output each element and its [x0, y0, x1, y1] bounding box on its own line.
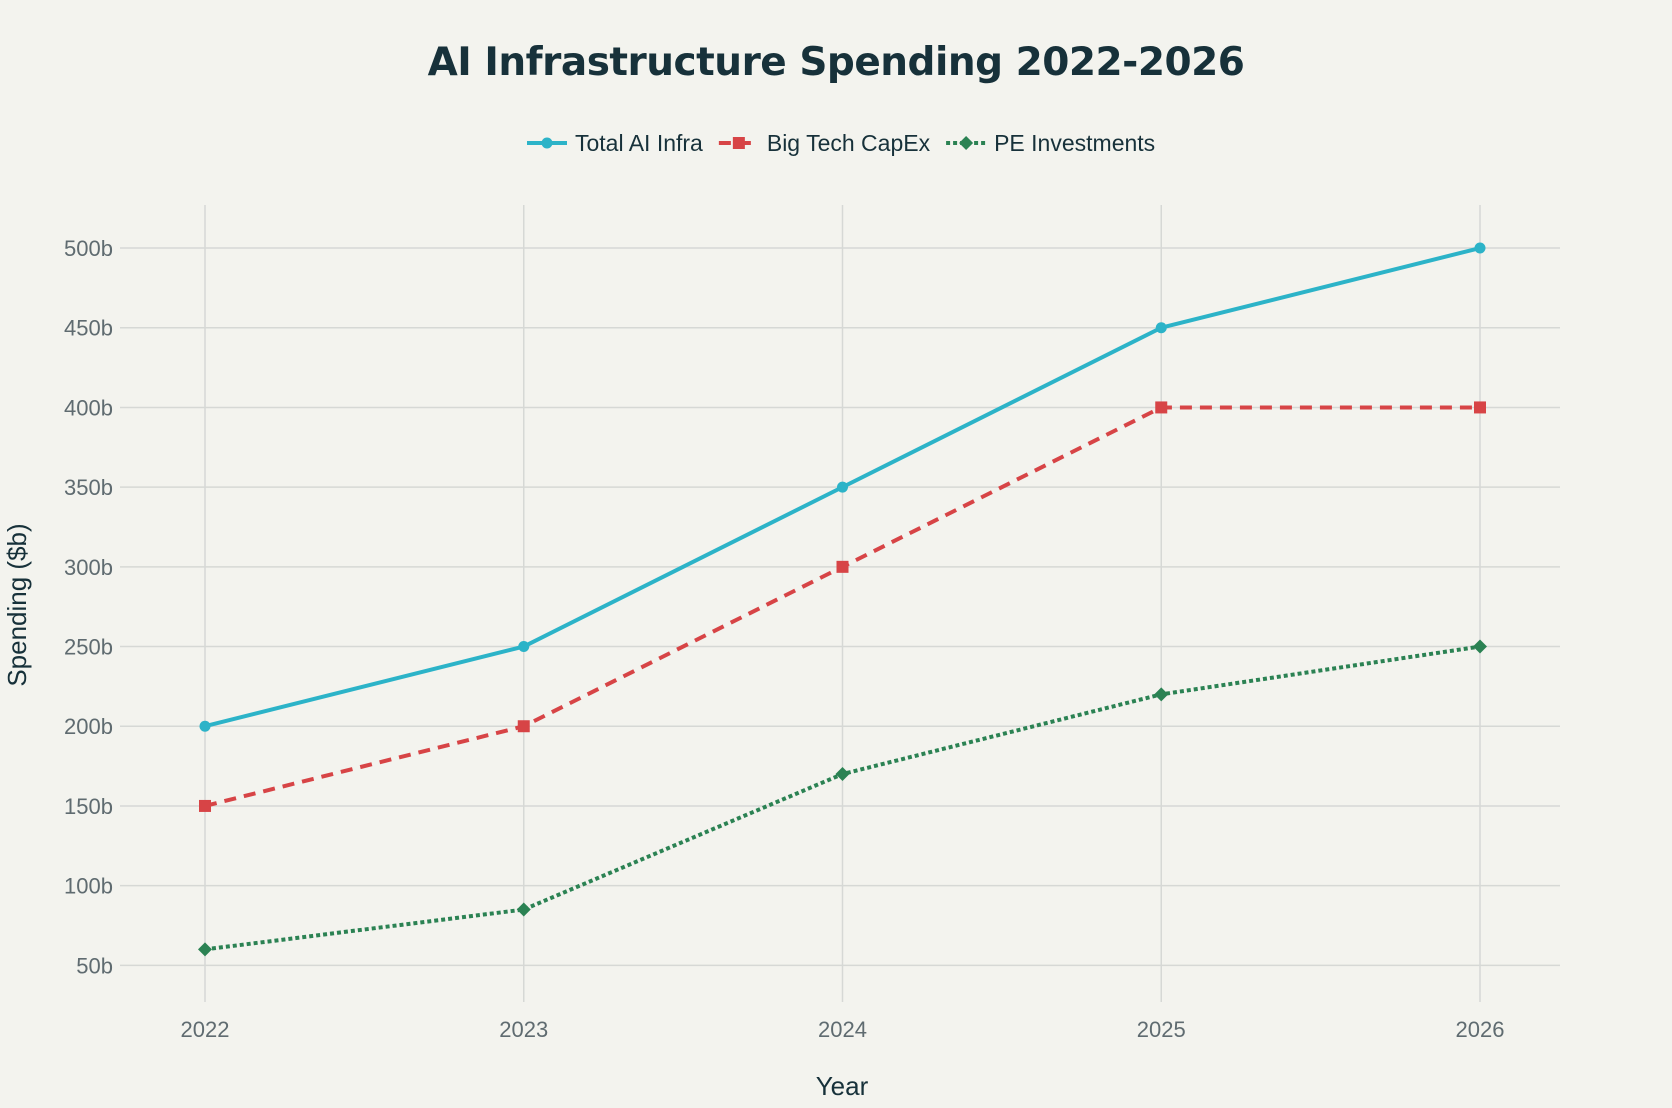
y-axis-title: Spending ($b) — [2, 523, 32, 686]
y-tick-label: 200b — [64, 714, 113, 739]
y-tick-label: 500b — [64, 236, 113, 261]
data-point-series-2 — [1155, 401, 1168, 414]
legend-item-3: PE Investments — [946, 130, 1155, 156]
x-tick-label: 2023 — [499, 1017, 548, 1042]
data-point-series-3 — [198, 942, 212, 957]
gridlines — [120, 205, 1560, 1002]
y-tick-label: 400b — [64, 395, 113, 420]
legend-item-1: Total AI Infra — [527, 130, 703, 156]
data-point-series-3 — [835, 767, 850, 782]
y-tick-label: 450b — [64, 316, 113, 341]
legend-label: Big Tech CapEx — [767, 130, 931, 156]
y-tick-label: 50b — [76, 953, 113, 978]
data-markers — [198, 242, 1487, 957]
x-tick-label: 2025 — [1137, 1017, 1186, 1042]
x-axis-ticks: 2022 2023 2024 2025 2026 — [181, 1017, 1505, 1042]
data-point-series-2 — [1474, 401, 1486, 414]
x-tick-label: 2022 — [181, 1017, 230, 1042]
data-point-series-2 — [517, 720, 530, 733]
y-tick-label: 300b — [64, 555, 113, 580]
data-point-series-1 — [1474, 242, 1486, 254]
y-tick-label: 150b — [64, 794, 113, 819]
legend-swatch-marker — [732, 137, 745, 149]
legend-swatch-marker — [541, 137, 553, 149]
y-tick-label: 250b — [64, 635, 113, 660]
legend-swatch-marker — [959, 136, 974, 150]
y-tick-label: 350b — [64, 475, 113, 500]
x-tick-label: 2024 — [818, 1017, 867, 1042]
x-axis-title: Year — [816, 1071, 869, 1101]
legend-label: Total AI Infra — [575, 130, 703, 156]
data-point-series-3 — [1473, 639, 1487, 654]
data-point-series-1 — [1155, 322, 1167, 334]
data-point-series-1 — [837, 481, 848, 493]
data-point-series-2 — [199, 799, 211, 812]
data-point-series-3 — [1154, 687, 1169, 702]
x-tick-label: 2026 — [1456, 1017, 1505, 1042]
data-point-series-1 — [199, 720, 211, 732]
data-point-series-3 — [516, 902, 531, 917]
legend-item-2: Big Tech CapEx — [718, 130, 931, 156]
data-point-series-1 — [518, 641, 530, 653]
data-point-series-2 — [836, 560, 849, 573]
legend-label: PE Investments — [994, 130, 1155, 156]
y-tick-label: 100b — [64, 874, 113, 899]
chart-title: AI Infrastructure Spending 2022-2026 — [427, 40, 1245, 85]
y-axis-ticks: 50b 100b 150b 200b 250b 300b 350b 400b 450b 500b — [64, 236, 113, 978]
legend: Total AI Infra Big Tech CapEx PE Investmen… — [527, 130, 1155, 156]
